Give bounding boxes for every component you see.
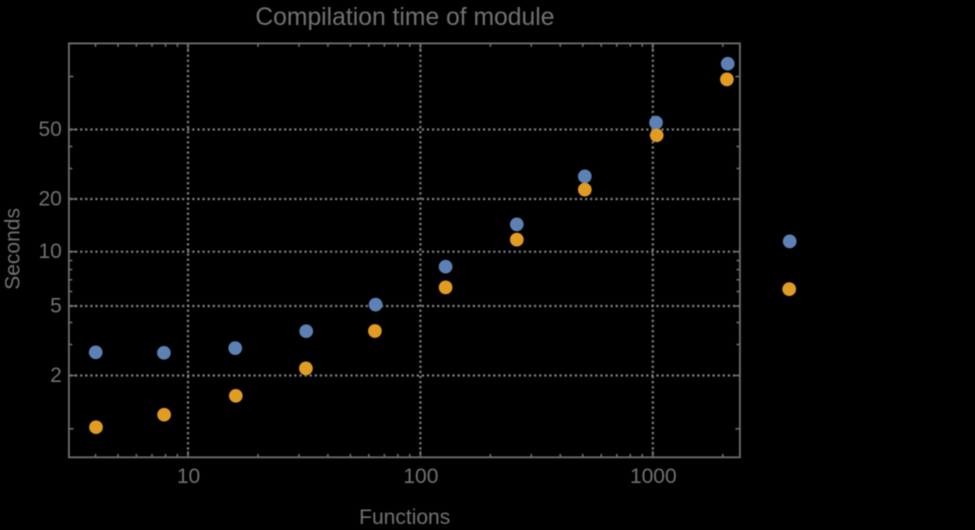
svg-text:100: 100 [403, 465, 438, 488]
svg-text:10: 10 [177, 465, 200, 488]
svg-text:2: 2 [50, 364, 62, 387]
svg-text:Functions: Functions [359, 506, 450, 525]
svg-text:20: 20 [38, 188, 61, 211]
svg-text:1000: 1000 [630, 465, 677, 488]
svg-text:5: 5 [50, 295, 62, 318]
svg-text:50: 50 [38, 118, 61, 141]
svg-text:Compilation time of module: Compilation time of module [255, 4, 554, 31]
svg-text:Seconds: Seconds [2, 208, 25, 290]
svg-text:10: 10 [38, 240, 61, 263]
